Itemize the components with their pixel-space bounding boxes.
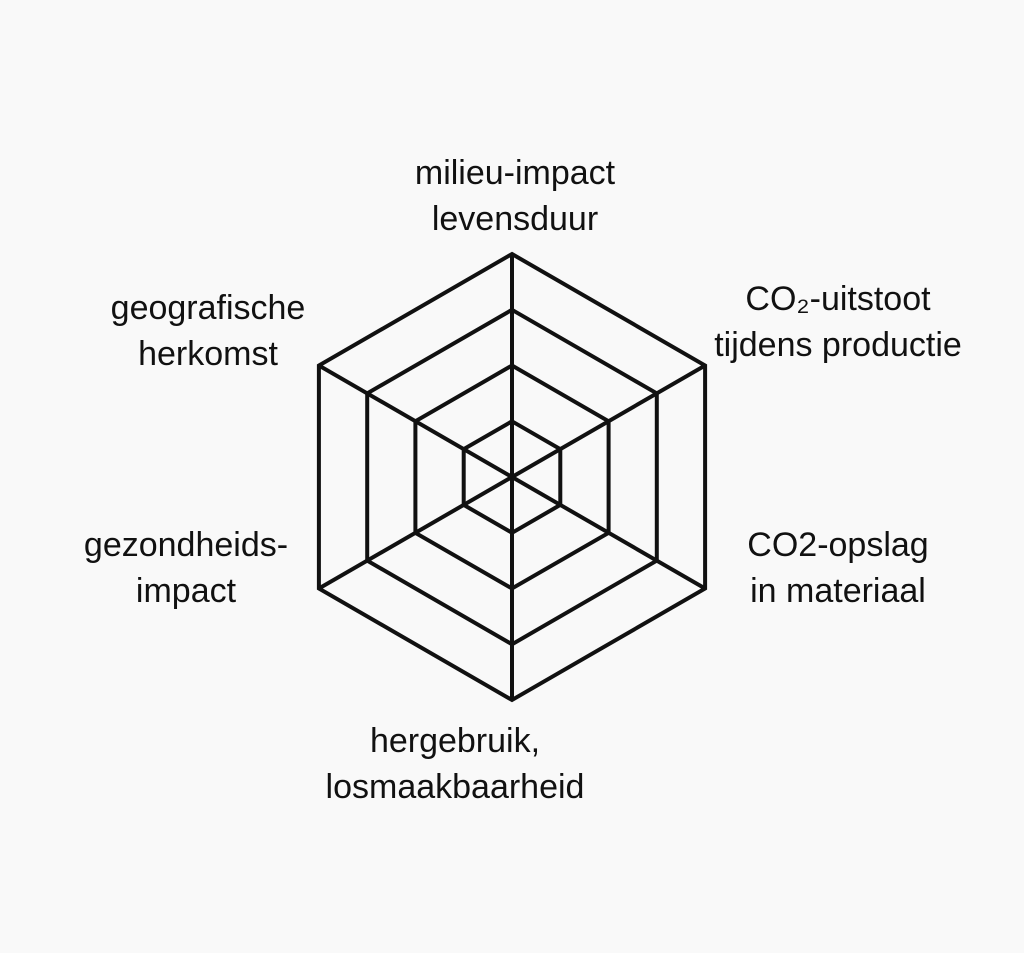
axis-label-line: CO₂-uitstoot [745, 280, 931, 318]
axis-label-line: impact [135, 572, 237, 610]
axis-label-co2-uitstoot: CO₂-uitstoot tijdens productie [714, 276, 962, 368]
axis-label-geografische-herkomst: geografische herkomst [111, 285, 306, 377]
spoke-line [317, 475, 514, 591]
axis-label-line: losmaakbaarheid [325, 768, 585, 806]
axis-label-co2-opslag: CO2-opslag in materiaal [747, 522, 928, 614]
axis-label-hergebruik: hergebruik, losmaakbaarheid [326, 718, 585, 810]
spoke-line [510, 475, 707, 591]
axis-label-line: geografische [110, 289, 306, 327]
spoke-line [317, 363, 514, 479]
axis-label-line: CO2-opslag [747, 526, 929, 564]
axis-label-line: levensduur [431, 200, 599, 238]
axis-label-gezondheids-impact: gezondheids- impact [84, 522, 288, 614]
axis-label-line: hergebruik, [369, 722, 541, 760]
axis-label-line: gezondheids- [83, 526, 289, 564]
axis-label-line: milieu-impact [414, 154, 616, 192]
axis-label-line: in materiaal [750, 572, 926, 610]
axis-label-milieu-impact: milieu-impact levensduur [415, 150, 615, 242]
axis-label-line: tijdens productie [714, 326, 962, 364]
spoke-line [510, 363, 707, 479]
axis-label-line: herkomst [138, 335, 278, 373]
